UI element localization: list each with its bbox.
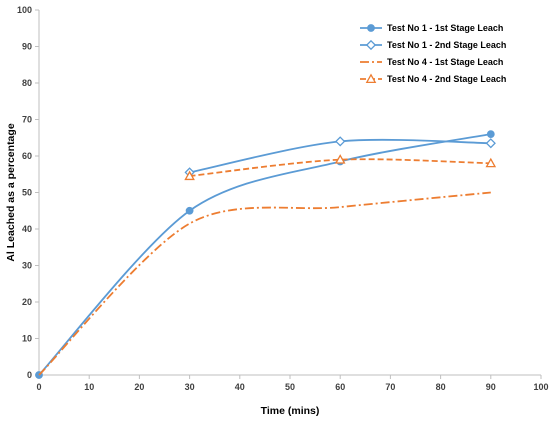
x-tick-label: 100: [533, 382, 548, 392]
legend: Test No 1 - 1st Stage Leach Test No 1 - 2…: [360, 23, 506, 84]
legend-label: Test No 1 - 2nd Stage Leach: [387, 40, 506, 50]
data-point-triangle: [365, 73, 377, 84]
legend-item-4: Test No 4 - 2nd Stage Leach: [360, 73, 506, 84]
y-tick-label: 30: [22, 261, 32, 271]
data-point-circle: [486, 130, 495, 139]
x-tick-label: 90: [486, 382, 496, 392]
series-3: [38, 191, 491, 376]
x-tick-label: 40: [235, 382, 245, 392]
x-tick-label: 30: [185, 382, 195, 392]
x-tick-label: 80: [436, 382, 446, 392]
series-1: [35, 130, 495, 379]
y-tick-label: 60: [22, 151, 32, 161]
legend-label: Test No 4 - 2nd Stage Leach: [387, 74, 506, 84]
data-point-diamond: [335, 136, 346, 147]
x-tick-label: 50: [285, 382, 295, 392]
y-tick-label: 40: [22, 224, 32, 234]
y-axis-label: Al Leached as a percentage: [5, 123, 17, 261]
x-tick-label: 10: [84, 382, 94, 392]
data-point-circle: [185, 206, 194, 215]
x-tick-label: 0: [36, 382, 41, 392]
series-line: [189, 158, 491, 177]
y-tick-label: 70: [22, 115, 32, 125]
series-4: [184, 154, 497, 181]
x-tick-label: 70: [385, 382, 395, 392]
y-tick-label: 80: [22, 78, 32, 88]
y-tick-label: 100: [17, 5, 32, 15]
legend-item-1: Test No 1 - 1st Stage Leach: [360, 23, 503, 33]
series-2: [184, 136, 496, 178]
data-point-diamond: [365, 39, 377, 51]
data-point-triangle: [334, 154, 346, 164]
axes: 0 10 20 30 40 50 60 70 80 90 100 0 10 20 30 40 50 60 70 80 9…: [17, 5, 549, 392]
y-tick-label: 90: [22, 42, 32, 52]
y-tick-label: 50: [22, 188, 32, 198]
data-point-diamond: [485, 138, 496, 149]
legend-label: Test No 4 - 1st Stage Leach: [387, 57, 503, 67]
legend-item-2: Test No 1 - 2nd Stage Leach: [360, 39, 506, 51]
x-tick-label: 60: [335, 382, 345, 392]
y-tick-label: 0: [27, 370, 32, 380]
series-layer: [35, 130, 497, 379]
series-line: [38, 191, 491, 376]
legend-item-3: Test No 4 - 1st Stage Leach: [360, 57, 503, 67]
y-tick-label: 20: [22, 297, 32, 307]
x-tick-label: 20: [134, 382, 144, 392]
data-point-triangle: [184, 170, 195, 181]
data-point-circle: [367, 24, 375, 32]
x-axis-label: Time (mins): [261, 405, 320, 417]
data-point-triangle: [485, 157, 497, 168]
series-line: [38, 133, 491, 376]
y-tick-label: 10: [22, 334, 32, 344]
legend-label: Test No 1 - 1st Stage Leach: [387, 23, 503, 33]
